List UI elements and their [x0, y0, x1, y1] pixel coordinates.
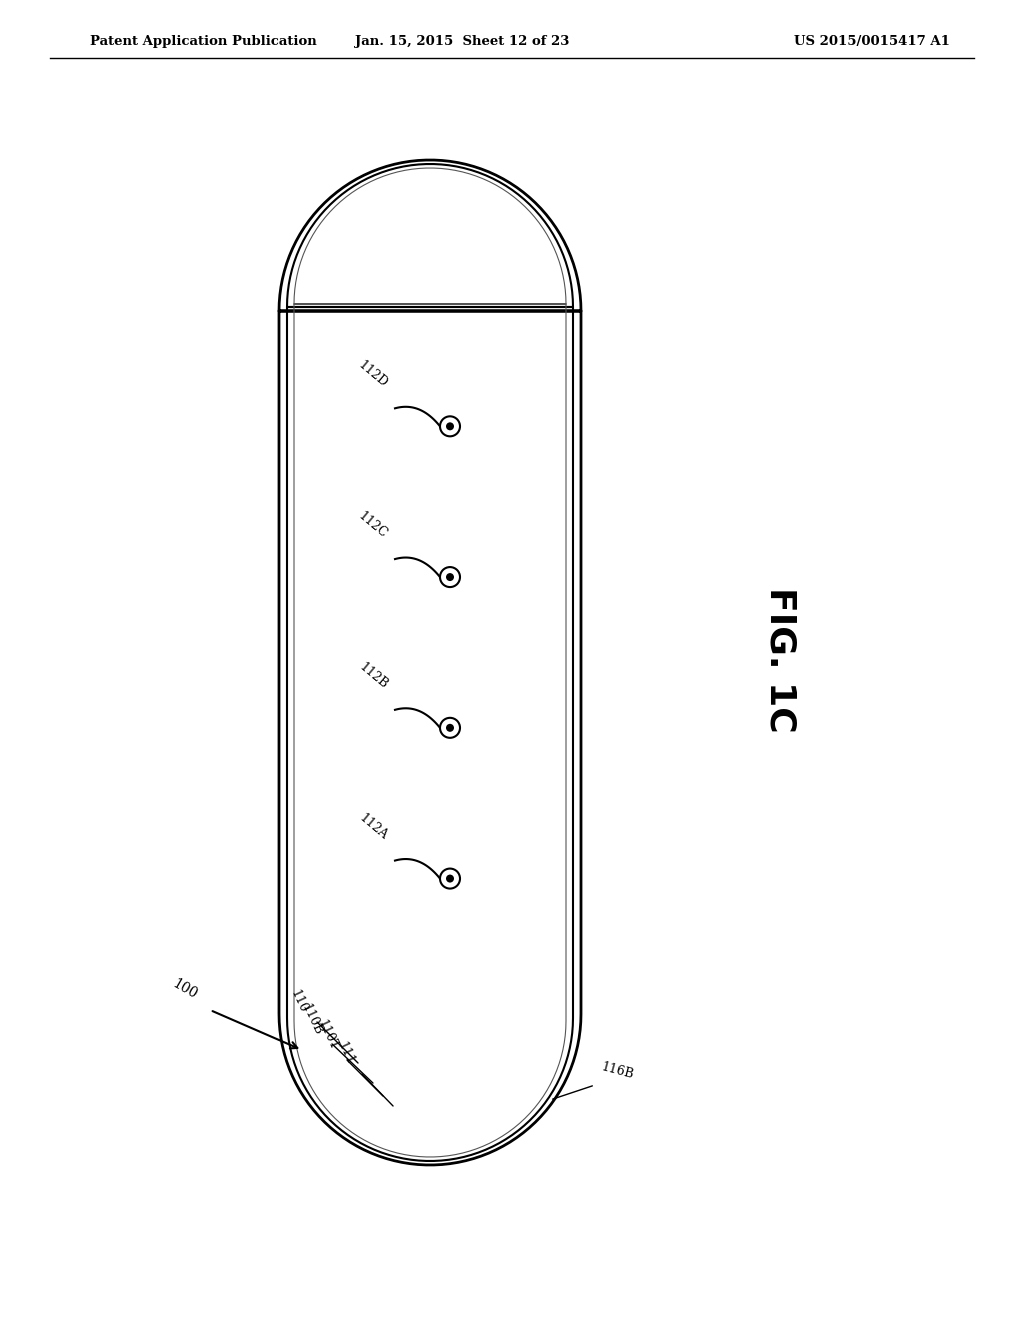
- Text: 112D: 112D: [355, 359, 390, 391]
- Text: 110: 110: [288, 987, 310, 1015]
- Circle shape: [440, 568, 460, 587]
- Text: Patent Application Publication: Patent Application Publication: [90, 36, 316, 49]
- Text: 100: 100: [170, 977, 200, 1002]
- Text: Jan. 15, 2015  Sheet 12 of 23: Jan. 15, 2015 Sheet 12 of 23: [354, 36, 569, 49]
- Text: 112B: 112B: [356, 660, 390, 692]
- Circle shape: [440, 416, 460, 437]
- Text: 112A: 112A: [356, 812, 390, 842]
- Text: 111: 111: [335, 1040, 357, 1067]
- Circle shape: [446, 723, 454, 731]
- Text: 116B: 116B: [600, 1061, 636, 1082]
- Text: US 2015/0015417 A1: US 2015/0015417 A1: [795, 36, 950, 49]
- Circle shape: [446, 422, 454, 430]
- Text: 112C: 112C: [356, 510, 390, 541]
- Text: 110B: 110B: [299, 1002, 325, 1038]
- Circle shape: [446, 875, 454, 883]
- Circle shape: [440, 718, 460, 738]
- Text: 110T: 110T: [314, 1018, 340, 1053]
- Circle shape: [440, 869, 460, 888]
- Circle shape: [446, 573, 454, 581]
- Text: FIG. 1C: FIG. 1C: [763, 587, 797, 733]
